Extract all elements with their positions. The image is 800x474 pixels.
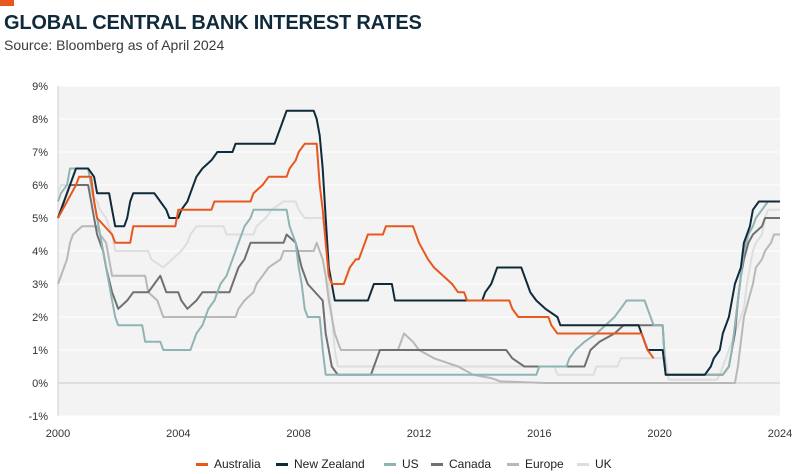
series-line-australia [57, 142, 655, 359]
y-tick-label: 1% [32, 345, 48, 357]
chart-subtitle: Source: Bloomberg as of April 2024 [4, 37, 225, 53]
legend-label: Canada [449, 457, 492, 471]
legend-label: Australia [214, 457, 261, 471]
legend-label: UK [595, 457, 612, 471]
y-tick-label: 6% [32, 180, 48, 192]
legend-item: New Zealand [276, 456, 365, 472]
legend-item: US [384, 456, 419, 472]
x-tick-label: 2024 [768, 428, 792, 440]
legend-label: US [402, 457, 419, 471]
x-tick-label: 2008 [286, 428, 310, 440]
legend-item: Europe [507, 456, 564, 472]
x-tick-label: 2012 [407, 428, 431, 440]
y-tick-label: 3% [32, 279, 48, 291]
legend-item: UK [577, 456, 612, 472]
x-tick-label: 2004 [166, 428, 190, 440]
line-chart: 9% 8% 7% 6% 5% 4% 3% 2% 1% 0% -1% 2000 2004 2008 2012 2… [28, 81, 792, 440]
legend-swatch [507, 462, 519, 466]
y-tick-label: 8% [32, 114, 48, 126]
legend-label: New Zealand [294, 457, 365, 471]
y-tick-label: 0% [32, 378, 48, 390]
y-tick-label: 5% [32, 213, 48, 225]
legend-item: Australia [196, 456, 261, 472]
legend-label: Europe [525, 457, 564, 471]
chart-title: GLOBAL CENTRAL BANK INTEREST RATES [4, 12, 422, 34]
y-tick-label: -1% [28, 411, 48, 423]
y-tick-label: 2% [32, 312, 48, 324]
series-line-europe [57, 225, 780, 384]
x-tick-label: 2020 [647, 428, 671, 440]
chart-legend: Australia New Zealand US Canada Europe UK [0, 454, 800, 474]
x-tick-label: 2016 [527, 428, 551, 440]
title-accent-bar [0, 0, 14, 6]
x-tick-label: 2000 [46, 428, 70, 440]
legend-swatch [276, 462, 288, 466]
y-tick-label: 4% [32, 246, 48, 258]
legend-swatch [384, 462, 396, 466]
legend-swatch [577, 462, 589, 466]
legend-swatch [431, 462, 443, 466]
legend-swatch [196, 462, 208, 466]
series-line-new-zealand [57, 109, 780, 376]
y-tick-label: 7% [32, 147, 48, 159]
y-tick-label: 9% [32, 81, 48, 93]
legend-item: Canada [431, 456, 491, 472]
